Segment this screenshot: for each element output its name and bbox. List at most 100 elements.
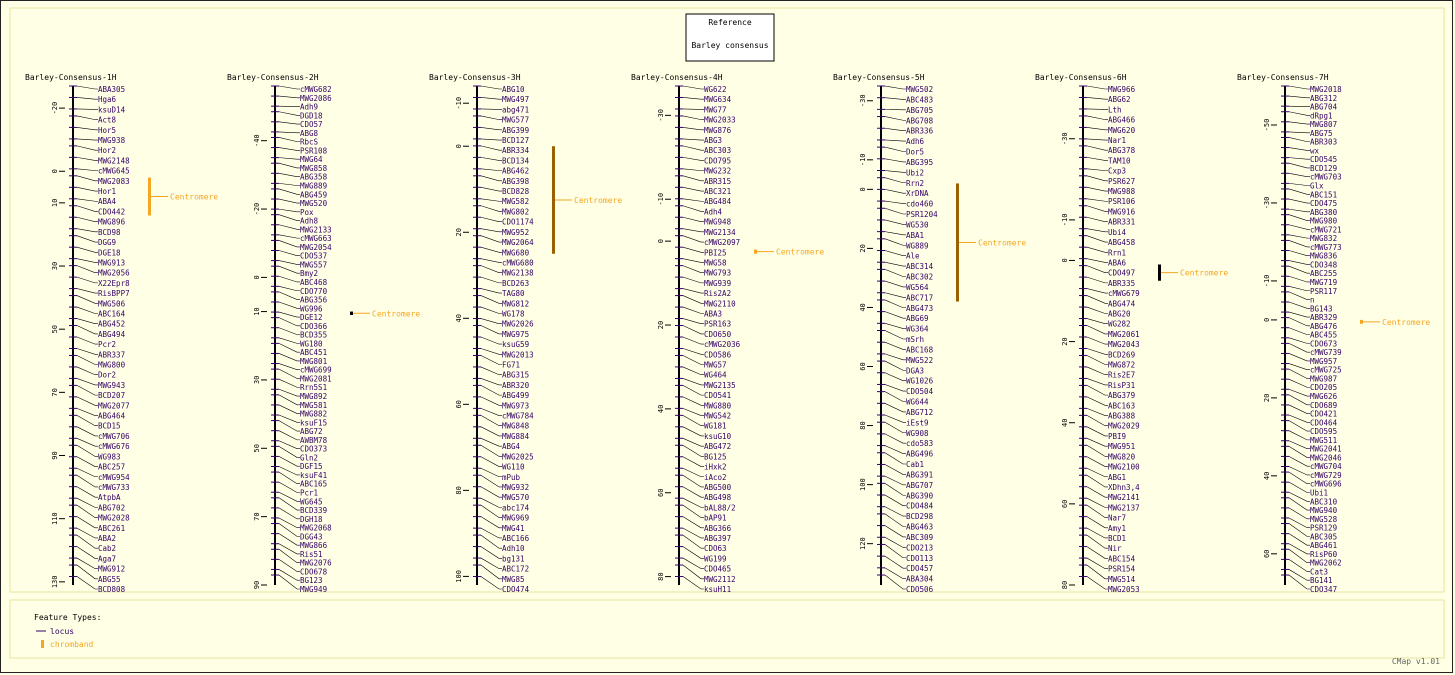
locus-label[interactable]: cMWG729: [1310, 471, 1342, 480]
locus-label[interactable]: CDO348: [1310, 260, 1338, 269]
locus-label[interactable]: BCD339: [300, 506, 327, 515]
locus-label[interactable]: Bmy2: [300, 269, 318, 278]
locus-label[interactable]: cMWG773: [1310, 243, 1342, 252]
locus-label[interactable]: DGG43: [300, 532, 323, 541]
locus-label[interactable]: mSrh: [906, 335, 924, 344]
locus-label[interactable]: MWG980: [1310, 217, 1338, 226]
locus-label[interactable]: MWG2135: [704, 381, 736, 390]
locus-label[interactable]: Ale: [906, 252, 920, 261]
locus-label[interactable]: MWG77: [704, 105, 727, 114]
locus-label[interactable]: BCD127: [502, 136, 529, 145]
locus-label[interactable]: X22Epr8: [98, 279, 130, 288]
locus-label[interactable]: WG178: [502, 309, 525, 318]
locus-label[interactable]: CDO464: [1310, 418, 1338, 427]
locus-label[interactable]: PSR1204: [906, 210, 938, 219]
locus-label[interactable]: MWG2064: [502, 238, 534, 247]
locus-label[interactable]: cMWG696: [1310, 480, 1342, 489]
locus-label[interactable]: ABG69: [906, 314, 929, 323]
locus-label[interactable]: BG123: [300, 576, 323, 585]
chromosome-7h[interactable]: Barley-Consensus-7H -50 -30 -10 0 20 40 60 MWG20…: [1237, 73, 1430, 594]
locus-label[interactable]: MWG932: [502, 483, 529, 492]
locus-label[interactable]: bAL88/2: [704, 503, 736, 512]
locus-label[interactable]: ABG398: [502, 177, 530, 186]
locus-label[interactable]: MWG800: [98, 361, 126, 370]
locus-label[interactable]: ABG4: [502, 442, 521, 451]
locus-label[interactable]: ABG3: [704, 136, 722, 145]
locus-label[interactable]: PSR163: [704, 320, 731, 329]
locus-label[interactable]: DGE12: [300, 313, 323, 322]
locus-label[interactable]: MWG2076: [300, 559, 332, 568]
locus-label[interactable]: ABG466: [1108, 116, 1136, 125]
locus-label[interactable]: CDO586: [704, 350, 732, 359]
chromosome-5h[interactable]: Barley-Consensus-5H -30 -10 0 20 40 60 80 100 120…: [833, 73, 1026, 594]
locus-label[interactable]: ABG390: [906, 491, 934, 500]
locus-label[interactable]: ABR336: [906, 127, 934, 136]
locus-label[interactable]: MWG943: [98, 381, 125, 390]
locus-label[interactable]: ABC483: [906, 95, 933, 104]
locus-label[interactable]: MWG940: [1310, 506, 1338, 515]
locus-label[interactable]: MWG626: [1310, 392, 1338, 401]
centromere-label[interactable]: Centromere: [1180, 269, 1228, 278]
locus-label[interactable]: MWG802: [502, 207, 529, 216]
chromosome-title[interactable]: Barley-Consensus-6H: [1035, 73, 1127, 82]
locus-label[interactable]: cMWG679: [1108, 289, 1140, 298]
locus-label[interactable]: Ubi2: [906, 168, 924, 177]
locus-label[interactable]: PBI25: [704, 248, 727, 257]
locus-label[interactable]: MWG896: [98, 218, 126, 227]
locus-label[interactable]: MWG2029: [1108, 422, 1140, 431]
locus-label[interactable]: ABR320: [502, 381, 530, 390]
locus-label[interactable]: CDO475: [1310, 199, 1337, 208]
locus-label[interactable]: MWG2028: [98, 514, 130, 523]
locus-label[interactable]: Cxp3: [1108, 167, 1126, 176]
locus-label[interactable]: MWG520: [300, 199, 328, 208]
locus-label[interactable]: Cab1: [906, 460, 924, 469]
locus-label[interactable]: MWG2043: [1108, 340, 1140, 349]
chromosome-3h[interactable]: Barley-Consensus-3H-10020406080100ABG10M…: [429, 73, 622, 594]
locus-label[interactable]: ABC305: [1310, 532, 1337, 541]
locus-label[interactable]: ABC717: [906, 293, 933, 302]
locus-label[interactable]: Rrn2: [906, 179, 924, 188]
locus-label[interactable]: ABG476: [1310, 322, 1338, 331]
locus-label[interactable]: BCD269: [1108, 350, 1135, 359]
locus-label[interactable]: WG908: [906, 429, 929, 438]
locus-label[interactable]: ABG464: [98, 412, 126, 421]
locus-label[interactable]: ABG380: [1310, 208, 1338, 217]
locus-label[interactable]: BCD207: [98, 391, 125, 400]
locus-label[interactable]: cMWG680: [502, 258, 534, 267]
locus-label[interactable]: CDO678: [300, 567, 328, 576]
locus-label[interactable]: BG143: [1310, 304, 1333, 313]
locus-label[interactable]: ABG494: [98, 330, 126, 339]
locus-label[interactable]: MWG2062: [1310, 559, 1342, 568]
locus-label[interactable]: CDO347: [1310, 585, 1337, 594]
locus-label[interactable]: cMWG682: [300, 85, 332, 94]
locus-label[interactable]: DGE18: [98, 248, 121, 257]
locus-label[interactable]: WG181: [704, 422, 727, 431]
locus-label[interactable]: WG644: [906, 398, 929, 407]
locus-label[interactable]: ABA1: [906, 231, 924, 240]
locus-label[interactable]: CDO474: [502, 585, 530, 594]
locus-label[interactable]: cMWG645: [98, 167, 130, 176]
locus-label[interactable]: MWG912: [98, 565, 125, 574]
locus-label[interactable]: WG645: [300, 497, 323, 506]
locus-label[interactable]: MWG2025: [502, 452, 534, 461]
locus-label[interactable]: ABG75: [1310, 129, 1333, 138]
locus-label[interactable]: MWG2041: [1310, 445, 1342, 454]
locus-label[interactable]: ABC455: [1310, 331, 1337, 340]
locus-label[interactable]: ABG399: [502, 126, 529, 135]
locus-label[interactable]: WG282: [1108, 320, 1131, 329]
locus-label[interactable]: RisP60: [1310, 550, 1338, 559]
locus-label[interactable]: MWG793: [704, 269, 731, 278]
locus-label[interactable]: BCD134: [502, 156, 530, 165]
locus-label[interactable]: MWG973: [502, 401, 529, 410]
locus-label[interactable]: ABG72: [300, 427, 323, 436]
locus-label[interactable]: MWG2134: [704, 228, 736, 237]
locus-label[interactable]: DGH18: [300, 515, 323, 524]
locus-label[interactable]: MWG620: [1108, 126, 1136, 135]
locus-label[interactable]: ABG500: [704, 483, 732, 492]
locus-label[interactable]: PSR117: [1310, 287, 1337, 296]
locus-label[interactable]: MWG542: [704, 412, 731, 421]
chromosome-title[interactable]: Barley-Consensus-1H: [25, 73, 117, 82]
locus-label[interactable]: cMWG733: [98, 483, 130, 492]
centromere-band[interactable]: [350, 311, 353, 315]
locus-label[interactable]: MWG832: [1310, 234, 1337, 243]
